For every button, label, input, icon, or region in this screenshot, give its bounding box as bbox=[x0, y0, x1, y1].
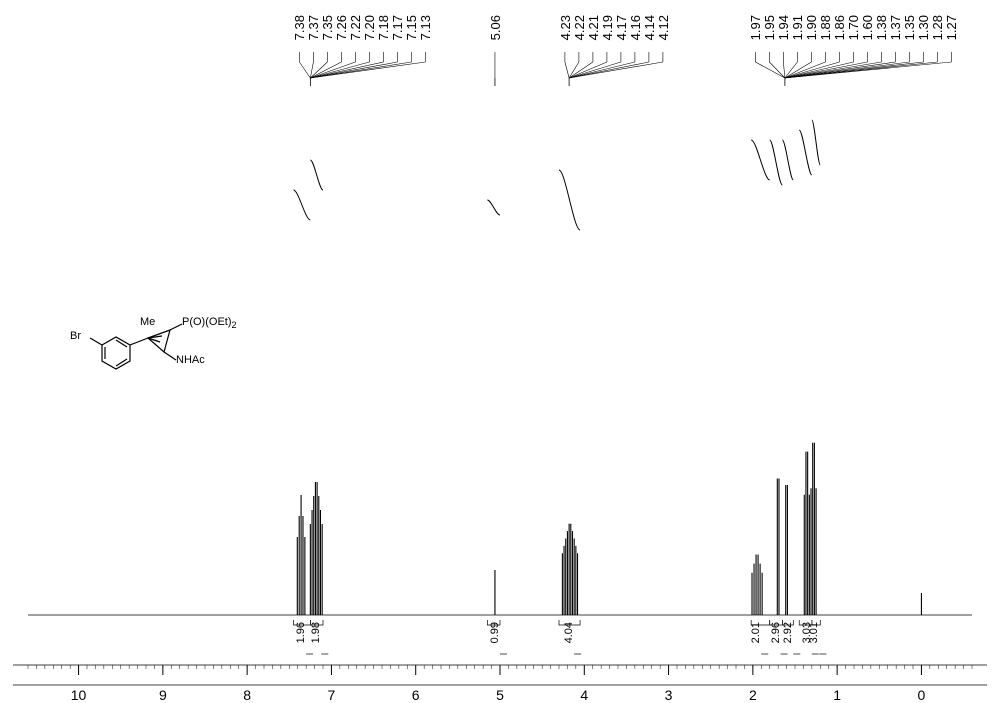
integration-label: 1.98 bbox=[310, 622, 322, 643]
integration-label: 4.04 bbox=[563, 622, 575, 643]
integration-label: 1.96 bbox=[295, 622, 307, 643]
axis-tick-label: 1 bbox=[833, 687, 841, 703]
axis-tick-label: 9 bbox=[159, 687, 167, 703]
axis-tick-label: 2 bbox=[749, 687, 757, 703]
axis-tick-label: 10 bbox=[71, 687, 87, 703]
peak-ppm-label: 4.14 bbox=[642, 15, 657, 40]
mol-me-label: Me bbox=[140, 316, 155, 328]
nmr-spectrum: Br Me P(O)(OEt)2 NHAc 1098765432107.387.… bbox=[10, 10, 990, 690]
axis-tick-label: 8 bbox=[243, 687, 251, 703]
axis-tick-label: 6 bbox=[412, 687, 420, 703]
peak-ppm-label: 4.23 bbox=[558, 15, 573, 40]
peak-ppm-label: 4.12 bbox=[656, 15, 671, 40]
axis-tick-label: 3 bbox=[665, 687, 673, 703]
axis-tick-label: 5 bbox=[496, 687, 504, 703]
integration-label: 2.01 bbox=[750, 622, 762, 643]
peak-ppm-label: 7.13 bbox=[418, 15, 433, 40]
peak-ppm-label: 4.17 bbox=[614, 15, 629, 40]
peak-ppm-label: 4.16 bbox=[628, 15, 643, 40]
integration-label: 3.01 bbox=[808, 622, 820, 643]
mol-po-label: P(O)(OEt)2 bbox=[182, 316, 237, 330]
integration-label: 2.96 bbox=[770, 622, 782, 643]
peak-ppm-label: 5.06 bbox=[488, 15, 503, 40]
peak-ppm-label: 4.21 bbox=[586, 15, 601, 40]
mol-nhac-label: NHAc bbox=[176, 354, 205, 366]
mol-br-label: Br bbox=[70, 330, 81, 342]
peak-ppm-label: 4.19 bbox=[600, 15, 615, 40]
peak-ppm-label: 4.22 bbox=[572, 15, 587, 40]
molecule-structure: Br Me P(O)(OEt)2 NHAc bbox=[60, 310, 240, 400]
peak-ppm-label: 1.27 bbox=[944, 15, 959, 40]
integration-label: 2.92 bbox=[782, 622, 794, 643]
axis-tick-label: 4 bbox=[580, 687, 588, 703]
integration-label: 0.99 bbox=[489, 622, 501, 643]
axis-tick-label: 7 bbox=[328, 687, 336, 703]
axis-tick-label: 0 bbox=[918, 687, 926, 703]
